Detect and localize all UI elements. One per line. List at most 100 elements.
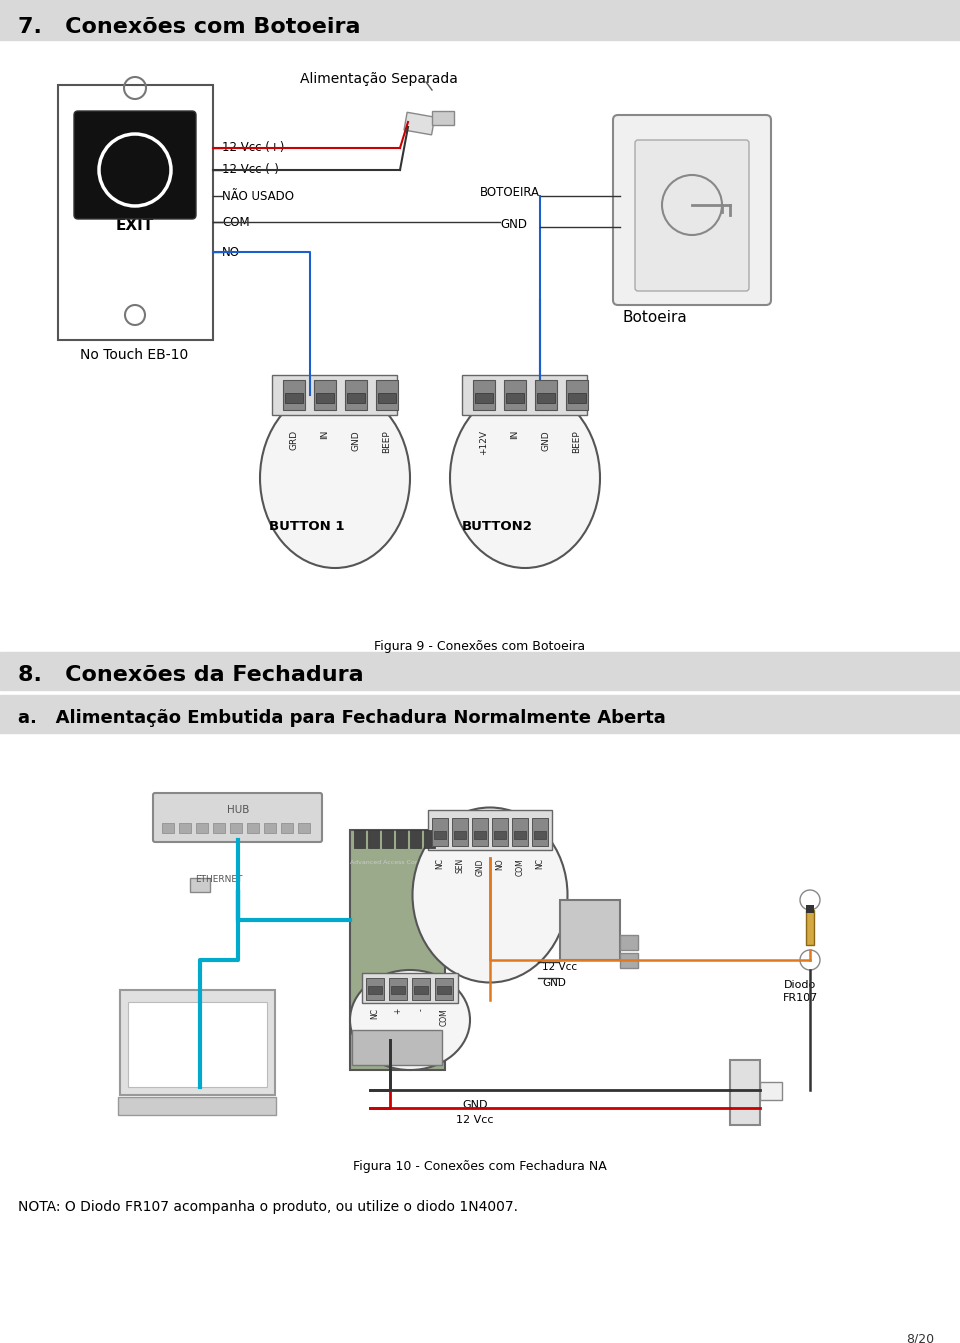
Bar <box>0 0 960 40</box>
Bar <box>58 85 213 340</box>
Bar <box>285 393 303 403</box>
Text: Botoeira: Botoeira <box>623 310 687 325</box>
Text: 7.   Conexões com Botoeira: 7. Conexões com Botoeira <box>18 17 361 38</box>
Bar <box>534 831 546 839</box>
Bar <box>492 818 508 846</box>
Text: GND: GND <box>500 218 527 231</box>
Bar <box>120 990 275 1095</box>
Bar <box>314 380 336 410</box>
Bar <box>345 380 367 410</box>
Bar <box>352 1030 442 1065</box>
Text: BUTTON2: BUTTON2 <box>462 520 533 533</box>
Text: Advanced Access Control: Advanced Access Control <box>350 860 430 865</box>
Bar <box>298 823 310 833</box>
Bar <box>410 830 421 847</box>
Bar <box>272 375 397 415</box>
Text: Alimentação Separada: Alimentação Separada <box>300 73 458 86</box>
Bar <box>473 380 495 410</box>
Text: +12V: +12V <box>479 430 489 455</box>
Text: GND: GND <box>541 430 550 451</box>
Bar <box>368 830 379 847</box>
Text: GND: GND <box>542 978 565 988</box>
Bar <box>506 393 524 403</box>
Text: BOTOEIRA: BOTOEIRA <box>480 187 540 200</box>
Bar <box>247 823 259 833</box>
Text: a.   Alimentação Embutida para Fechadura Normalmente Aberta: a. Alimentação Embutida para Fechadura N… <box>18 709 665 727</box>
Text: LOCK: LOCK <box>397 995 422 1005</box>
Bar <box>230 823 242 833</box>
Text: IN: IN <box>511 430 519 439</box>
Text: 8/20: 8/20 <box>906 1332 934 1343</box>
Text: Diodo: Diodo <box>784 980 816 990</box>
Text: No Touch: No Touch <box>113 157 157 167</box>
Bar <box>472 818 488 846</box>
Text: GND: GND <box>475 858 485 876</box>
Bar <box>0 651 960 690</box>
Bar <box>428 810 552 850</box>
Bar <box>452 818 468 846</box>
Bar <box>162 823 174 833</box>
Bar <box>462 375 587 415</box>
Bar <box>432 111 454 125</box>
Bar <box>537 393 555 403</box>
Bar <box>190 878 210 892</box>
Text: COM: COM <box>516 858 524 876</box>
Bar <box>382 830 393 847</box>
Text: NC: NC <box>371 1009 379 1019</box>
Bar <box>378 393 396 403</box>
Bar <box>281 823 293 833</box>
Text: COM: COM <box>440 1009 448 1026</box>
Ellipse shape <box>450 388 600 568</box>
Bar <box>354 830 365 847</box>
Bar <box>362 972 458 1003</box>
Text: Figura 9 - Conexões com Botoeira: Figura 9 - Conexões com Botoeira <box>374 641 586 653</box>
Bar <box>179 823 191 833</box>
Bar <box>414 986 428 994</box>
Bar <box>128 1002 267 1086</box>
Bar <box>730 1060 760 1125</box>
Text: -: - <box>417 1009 425 1011</box>
Text: 8.   Conexões da Fechadura: 8. Conexões da Fechadura <box>18 665 364 685</box>
Text: 12 Vcc (-): 12 Vcc (-) <box>222 164 278 176</box>
Bar <box>560 900 620 960</box>
Bar <box>535 380 557 410</box>
Text: HUB: HUB <box>227 804 250 815</box>
Text: NOTA: O Diodo FR107 acompanha o produto, ou utilize o diodo 1N4007.: NOTA: O Diodo FR107 acompanha o produto,… <box>18 1201 518 1214</box>
Bar <box>366 978 384 1001</box>
Text: GND: GND <box>463 1100 488 1111</box>
Text: No Touch EB-10: No Touch EB-10 <box>80 348 188 363</box>
Text: GRD: GRD <box>290 430 299 450</box>
Ellipse shape <box>260 388 410 568</box>
Text: BUTTON 1: BUTTON 1 <box>269 520 345 533</box>
Bar <box>118 1097 276 1115</box>
Bar <box>475 393 493 403</box>
Bar <box>404 113 435 134</box>
Bar <box>213 823 225 833</box>
Bar <box>376 380 398 410</box>
Text: 12 Vcc (+): 12 Vcc (+) <box>222 141 284 154</box>
FancyBboxPatch shape <box>613 115 771 305</box>
Text: www.centraldeseguranca.com: www.centraldeseguranca.com <box>135 1056 219 1060</box>
Text: GND: GND <box>351 430 361 451</box>
Bar <box>474 831 486 839</box>
Bar <box>437 986 451 994</box>
Bar <box>806 905 814 913</box>
Text: NC: NC <box>436 858 444 869</box>
Text: BEEP: BEEP <box>572 430 582 453</box>
Text: LOCK: LOCK <box>357 1058 381 1066</box>
Bar <box>0 694 960 733</box>
Bar <box>568 393 586 403</box>
Bar <box>620 935 638 950</box>
Text: 12 Vcc: 12 Vcc <box>542 962 577 972</box>
Bar <box>196 823 208 833</box>
FancyBboxPatch shape <box>74 111 196 219</box>
Text: 12 Vcc: 12 Vcc <box>456 1115 493 1125</box>
Text: EXIT: EXIT <box>116 218 155 232</box>
Bar <box>806 911 814 945</box>
Text: PUSH: PUSH <box>677 267 708 277</box>
Bar <box>566 380 588 410</box>
Bar <box>283 380 305 410</box>
Bar <box>350 830 445 1070</box>
Text: SEN: SEN <box>455 858 465 873</box>
Text: BEEP: BEEP <box>382 430 392 453</box>
